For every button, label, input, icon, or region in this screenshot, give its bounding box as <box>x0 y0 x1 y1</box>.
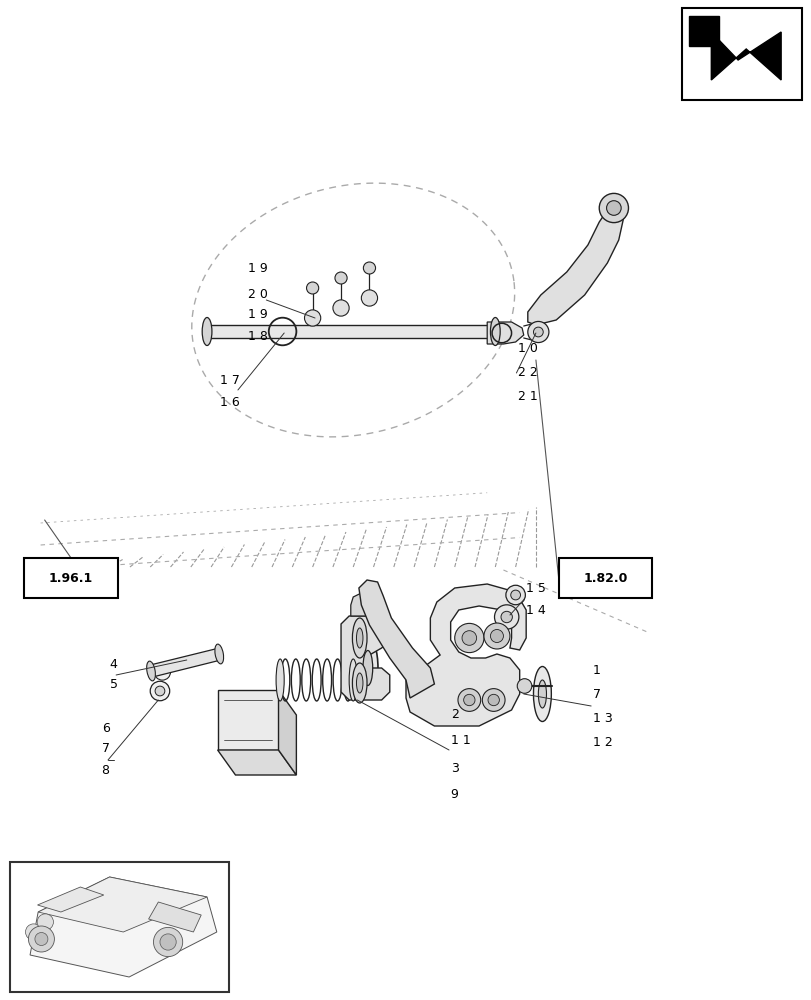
Text: 1 3: 1 3 <box>592 712 611 724</box>
Polygon shape <box>350 593 369 616</box>
Circle shape <box>500 611 512 623</box>
Circle shape <box>527 321 548 343</box>
Bar <box>24 558 118 598</box>
Circle shape <box>25 924 41 940</box>
Ellipse shape <box>490 318 500 346</box>
Text: 6: 6 <box>101 722 109 734</box>
Text: 3: 3 <box>450 762 458 776</box>
Circle shape <box>333 300 349 316</box>
Circle shape <box>490 630 503 642</box>
Polygon shape <box>688 16 718 46</box>
Polygon shape <box>217 750 296 775</box>
Polygon shape <box>527 208 623 325</box>
Text: 2 0: 2 0 <box>248 288 268 300</box>
Text: 1 9: 1 9 <box>248 308 268 322</box>
Circle shape <box>517 679 531 693</box>
Circle shape <box>153 927 182 957</box>
Circle shape <box>510 590 520 600</box>
Text: 2: 2 <box>450 708 458 721</box>
Ellipse shape <box>215 644 223 664</box>
Text: 1 8: 1 8 <box>248 330 268 343</box>
Ellipse shape <box>307 282 318 294</box>
Polygon shape <box>487 322 523 344</box>
Ellipse shape <box>349 659 357 701</box>
Circle shape <box>454 623 483 653</box>
Text: 9: 9 <box>450 788 458 800</box>
Circle shape <box>482 689 504 711</box>
Ellipse shape <box>352 663 367 703</box>
Text: 5: 5 <box>109 679 118 692</box>
Text: 1 2: 1 2 <box>592 736 611 748</box>
Ellipse shape <box>334 272 346 284</box>
Text: 7: 7 <box>592 688 600 700</box>
Circle shape <box>37 914 54 930</box>
Polygon shape <box>30 877 217 977</box>
Circle shape <box>155 686 165 696</box>
Ellipse shape <box>202 318 212 346</box>
Ellipse shape <box>352 618 367 658</box>
Polygon shape <box>38 877 207 932</box>
Ellipse shape <box>147 661 155 681</box>
Polygon shape <box>150 648 221 677</box>
Text: 8: 8 <box>101 764 109 776</box>
Text: 4: 4 <box>109 658 118 671</box>
Circle shape <box>483 623 509 649</box>
Polygon shape <box>358 580 434 698</box>
Text: 1 5: 1 5 <box>526 581 545 594</box>
Polygon shape <box>217 690 278 750</box>
Circle shape <box>160 934 176 950</box>
Circle shape <box>599 193 628 223</box>
Circle shape <box>150 681 169 701</box>
Polygon shape <box>37 887 104 912</box>
Circle shape <box>361 290 377 306</box>
Circle shape <box>35 933 48 945</box>
Polygon shape <box>341 616 389 700</box>
Text: 1 0: 1 0 <box>517 342 537 356</box>
Text: 1 1: 1 1 <box>450 734 470 746</box>
Circle shape <box>494 605 518 629</box>
Ellipse shape <box>363 262 375 274</box>
Text: 2 1: 2 1 <box>517 390 537 403</box>
Bar <box>681 8 801 100</box>
Polygon shape <box>207 325 495 338</box>
Polygon shape <box>278 690 296 775</box>
Polygon shape <box>148 902 201 932</box>
Ellipse shape <box>356 628 363 648</box>
Ellipse shape <box>356 673 363 693</box>
Ellipse shape <box>363 650 372 686</box>
Bar <box>558 558 651 598</box>
Circle shape <box>304 310 320 326</box>
Ellipse shape <box>538 680 546 708</box>
Circle shape <box>28 926 54 952</box>
Circle shape <box>154 664 170 680</box>
Circle shape <box>505 585 525 605</box>
Text: 1 7: 1 7 <box>220 374 239 387</box>
Text: 1.96.1: 1.96.1 <box>49 572 93 584</box>
Circle shape <box>461 631 476 645</box>
Text: 1 4: 1 4 <box>526 603 545 616</box>
Text: 1 6: 1 6 <box>220 395 239 408</box>
Polygon shape <box>710 32 780 80</box>
Circle shape <box>533 327 543 337</box>
Polygon shape <box>406 584 526 726</box>
Text: 7: 7 <box>101 742 109 756</box>
Circle shape <box>463 694 474 706</box>
Ellipse shape <box>276 659 284 701</box>
Ellipse shape <box>533 666 551 721</box>
Ellipse shape <box>357 637 378 699</box>
Circle shape <box>487 694 499 706</box>
Circle shape <box>457 689 480 711</box>
Bar <box>10 862 229 992</box>
Text: 2 2: 2 2 <box>517 366 537 379</box>
Text: 1: 1 <box>592 664 600 677</box>
Text: 1 9: 1 9 <box>248 261 268 274</box>
Circle shape <box>606 201 620 215</box>
Text: 1.82.0: 1.82.0 <box>582 572 627 584</box>
